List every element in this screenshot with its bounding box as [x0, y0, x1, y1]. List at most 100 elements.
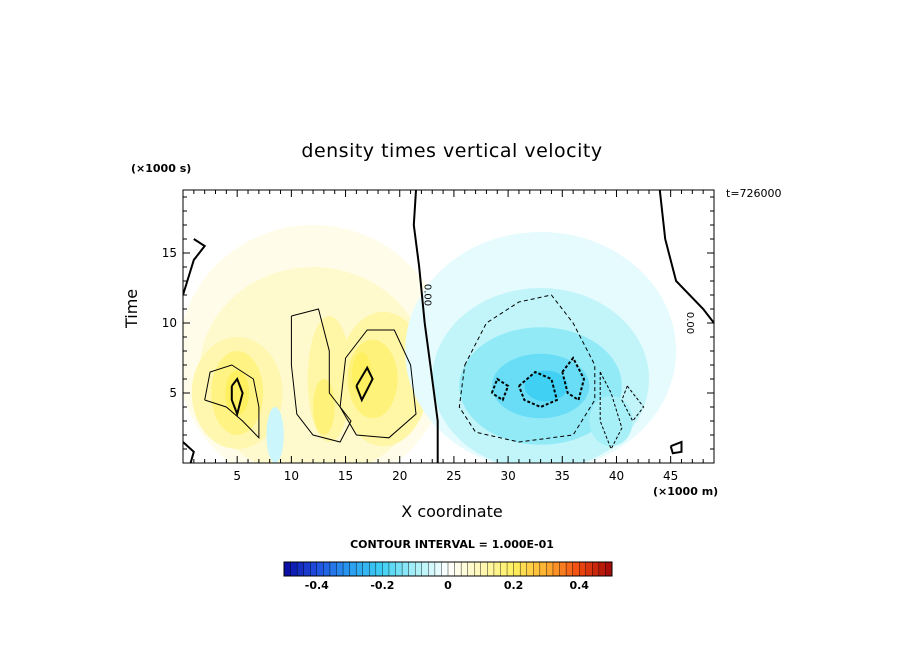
x-tick-label: 40 [609, 469, 624, 483]
colorbar-cell [441, 561, 449, 577]
colorbar-cell [559, 561, 567, 577]
x-tick-label: 35 [555, 469, 570, 483]
contour-pos-inner-2 [355, 365, 374, 403]
tick-layer [183, 190, 714, 463]
colorbar-cell [369, 561, 377, 577]
zero-contour-label: 0.00 [684, 312, 695, 334]
colorbar-cell [316, 561, 324, 577]
colorbar-cell [526, 561, 534, 577]
colorbar-cell [401, 561, 410, 577]
time-annotation: t=726000 [726, 187, 782, 200]
contour-neg-2 [599, 371, 623, 451]
x-tick-label: 30 [500, 469, 515, 483]
colorbar-cell [375, 561, 383, 577]
zero-contour-corner [183, 441, 195, 463]
colorbar-cell [290, 561, 298, 577]
x-axis-units: (×1000 m) [653, 485, 719, 498]
colorbar-cell [565, 561, 574, 577]
colorbar-tick-label: -0.4 [305, 579, 329, 592]
colorbar-cell [421, 561, 429, 577]
colorbar-cell [493, 561, 501, 577]
colorbar-cell [519, 561, 528, 577]
colorbar-cell [480, 561, 488, 577]
colorbar-tick-label: 0 [444, 579, 452, 592]
x-tick-label: 25 [446, 469, 461, 483]
x-tick-label: 45 [663, 469, 678, 483]
colorbar-cell [382, 561, 390, 577]
colorbar-cell [585, 561, 593, 577]
colorbar-cell [579, 561, 587, 577]
colorbar-cell [355, 561, 364, 577]
contour-neg-inner-3 [561, 356, 586, 402]
field-level-16 [266, 407, 284, 463]
contour-pos-inner-1 [230, 376, 244, 418]
contour-interval-label: CONTOUR INTERVAL = 1.000E-01 [350, 538, 554, 551]
contour-neg-1 [458, 294, 596, 443]
colorbar-cell [395, 561, 403, 577]
colorbar-cell [460, 561, 469, 577]
contour-neg-inner-2 [517, 370, 559, 409]
contour-pos-1 [204, 364, 260, 440]
contour-layer [183, 190, 714, 463]
colorbar-cell [572, 561, 580, 577]
contour-zero-small [669, 440, 683, 455]
zero-contour-left [183, 238, 207, 296]
colorbar-cell [474, 561, 482, 577]
colorbar-cell [454, 561, 462, 577]
colorbar-cell [415, 561, 423, 577]
y-axis-units: (×1000 s) [131, 162, 192, 175]
y-tick-label: 10 [162, 316, 177, 330]
plot-frame [182, 189, 715, 464]
colorbar-tick-label: 0.4 [569, 579, 589, 592]
zero-contour-label: 0.00 [422, 284, 433, 306]
colorbar-cell [592, 561, 600, 577]
colorbar-cell [329, 561, 337, 577]
x-tick-label: 15 [338, 469, 353, 483]
colorbar-cell [598, 561, 606, 577]
field-layer [183, 190, 714, 463]
zero-contour-main [412, 190, 439, 463]
contour-neg-inner-1 [490, 377, 510, 402]
colorbar-cell [552, 561, 561, 577]
colorbar-tick-label: -0.2 [370, 579, 394, 592]
field-level-6 [313, 379, 335, 435]
field-level-9 [352, 352, 372, 398]
colorbar-cell [506, 561, 515, 577]
colorbar-cell [362, 561, 370, 577]
x-axis-label: X coordinate [401, 502, 503, 521]
colorbar-cell [342, 561, 351, 577]
colorbar-cell [533, 561, 541, 577]
field-level-15 [589, 395, 633, 447]
colorbar-cell [546, 561, 554, 577]
y-tick-label: 15 [162, 246, 177, 260]
colorbar-cell [434, 561, 442, 577]
colorbar-cell [283, 561, 292, 577]
colorbar-cell [310, 561, 318, 577]
field-level-4 [225, 370, 250, 416]
colorbar-cell [467, 561, 475, 577]
x-tick-label: 20 [392, 469, 407, 483]
x-tick-label: 10 [284, 469, 299, 483]
colorbar-cell [428, 561, 436, 577]
x-tick-label: 5 [233, 469, 241, 483]
y-tick-label: 5 [169, 386, 177, 400]
colorbar-cell [296, 561, 305, 577]
colorbar-cell [303, 561, 311, 577]
colorbar-cell [487, 561, 495, 577]
field-level-14 [524, 370, 568, 402]
contour-pos-2 [290, 308, 352, 443]
colorbar-cell [500, 561, 508, 577]
colorbar-frame [283, 561, 613, 577]
colorbar-cell [513, 561, 521, 577]
colorbar-cell [349, 561, 357, 577]
colorbar-cell [447, 561, 456, 577]
colorbar-tick-label: 0.2 [504, 579, 524, 592]
chart-title: density times vertical velocity [301, 140, 603, 162]
colorbar-cell [336, 561, 344, 577]
colorbar: -0.4 -0.2 0 0.2 0.4 [283, 561, 613, 592]
colorbar-cell [605, 561, 613, 577]
colorbar-cell [408, 561, 416, 577]
colorbar-cell [539, 561, 547, 577]
contour-pos-3 [339, 329, 417, 439]
